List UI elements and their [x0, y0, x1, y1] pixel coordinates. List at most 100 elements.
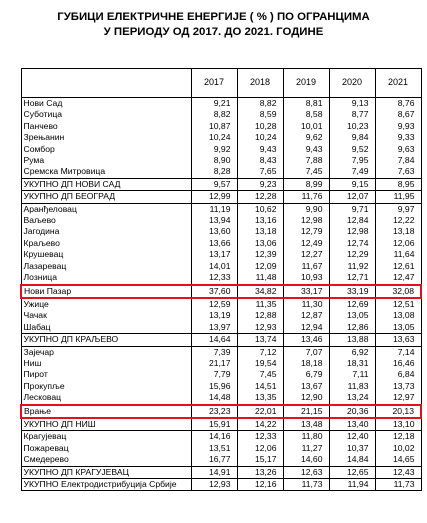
- loss-value-cell: 12,74: [328, 237, 376, 250]
- loss-value-cell: 9,62: [282, 132, 330, 144]
- table-row: Ужице 12,59 11,35 11,30 12,69 12,51: [20, 297, 422, 311]
- loss-value-cell: 12,84: [328, 215, 376, 227]
- loss-value-cell: 7,79: [190, 369, 238, 381]
- loss-value-cell: 20,36: [328, 403, 376, 419]
- loss-value-cell: 13,94: [190, 215, 238, 227]
- loss-value-cell: 12,98: [282, 215, 330, 227]
- table-row: Сремска Митровица 8,28 7,65 7,45 7,49 7,63: [20, 166, 422, 179]
- loss-value-cell: 12,33: [190, 272, 238, 285]
- loss-value-cell: 10,62: [236, 203, 284, 216]
- loss-value-cell: 11,73: [374, 477, 422, 492]
- branch-name-cell: УКУПНО ДП НОВИ САД: [20, 177, 192, 192]
- loss-value-cell: 12,79: [282, 226, 330, 238]
- loss-value-cell: 10,24: [236, 132, 284, 144]
- table-highlighted-row: Нови Пазар 37,60 34,82 33,17 33,19 32,08: [20, 283, 422, 299]
- loss-value-cell: 11,94: [328, 477, 376, 492]
- branch-name-cell: Смедерево: [20, 454, 192, 467]
- loss-value-cell: 8,77: [328, 109, 376, 121]
- table-row: Зрењанин 10,24 10,24 9,62 9,84 9,33: [20, 132, 422, 144]
- table-row: Шабац 13,97 12,93 12,94 12,86 13,05: [20, 321, 422, 334]
- loss-value-cell: 13,18: [236, 226, 284, 238]
- table-row: Прокупље 15,96 14,51 13,67 11,83 13,73: [20, 380, 422, 393]
- branch-name-cell: УКУПНО Електродистрибуција Србије: [20, 477, 192, 492]
- loss-value-cell: 7,49: [328, 166, 376, 179]
- branch-name-cell: Шабац: [20, 321, 192, 334]
- loss-value-cell: 9,57: [190, 177, 238, 192]
- table-row: Лазаревац 14,01 12,09 11,67 11,92 12,61: [20, 260, 422, 273]
- header-year-cell: 2021: [374, 68, 422, 98]
- loss-value-cell: 8,95: [374, 177, 422, 192]
- loss-value-cell: 8,81: [282, 97, 330, 110]
- loss-value-cell: 33,19: [328, 283, 376, 299]
- loss-value-cell: 12,28: [236, 190, 284, 204]
- loss-value-cell: 12,09: [236, 260, 284, 273]
- loss-value-cell: 14,48: [190, 392, 238, 405]
- loss-value-cell: 11,92: [328, 260, 376, 273]
- branch-name-cell: Крушевац: [20, 249, 192, 261]
- loss-value-cell: 13,97: [190, 321, 238, 334]
- loss-value-cell: 9,33: [374, 132, 422, 144]
- table-header-row: 2017 2018 2019 2020 2021: [20, 68, 422, 98]
- loss-value-cell: 13,24: [328, 392, 376, 405]
- loss-value-cell: 13,40: [328, 417, 376, 432]
- loss-value-cell: 16,77: [190, 454, 238, 467]
- loss-value-cell: 34,82: [236, 283, 284, 299]
- loss-value-cell: 11,35: [236, 297, 284, 311]
- loss-value-cell: 7,65: [236, 166, 284, 179]
- loss-value-cell: 33,17: [282, 283, 330, 299]
- loss-value-cell: 9,21: [190, 97, 238, 110]
- loss-value-cell: 21,15: [282, 403, 330, 419]
- loss-value-cell: 9,90: [282, 203, 330, 216]
- loss-value-cell: 12,61: [374, 260, 422, 273]
- loss-value-cell: 9,92: [190, 143, 238, 156]
- loss-value-cell: 12,43: [374, 465, 422, 480]
- header-year-cell: 2019: [282, 68, 330, 98]
- branch-name-cell: Сомбор: [20, 143, 192, 156]
- loss-value-cell: 7,45: [282, 166, 330, 179]
- table-row: Аранђеловац 11,19 10,62 9,90 9,71 9,97: [20, 203, 422, 216]
- loss-value-cell: 11,67: [282, 260, 330, 273]
- loss-value-cell: 6,84: [374, 369, 422, 381]
- loss-value-cell: 13,48: [282, 417, 330, 432]
- loss-value-cell: 12,06: [374, 237, 422, 250]
- table-row: Пирот 7,79 7,45 6,79 7,11 6,84: [20, 369, 422, 381]
- loss-value-cell: 8,67: [374, 109, 422, 121]
- branch-name-cell: Врање: [20, 403, 192, 419]
- title-line-1: ГУБИЦИ ЕЛЕКТРИЧНЕ ЕНЕРГИЈЕ ( % ) ПО ОГРА…: [57, 11, 370, 23]
- loss-value-cell: 14,16: [190, 430, 238, 443]
- loss-value-cell: 9,52: [328, 143, 376, 156]
- branch-name-cell: Аранђеловац: [20, 203, 192, 216]
- loss-value-cell: 13,74: [236, 333, 284, 347]
- loss-value-cell: 15,17: [236, 454, 284, 467]
- branch-name-cell: Лозница: [20, 272, 192, 285]
- loss-value-cell: 8,90: [190, 155, 238, 167]
- loss-value-cell: 9,71: [328, 203, 376, 216]
- loss-value-cell: 14,51: [236, 380, 284, 393]
- branch-name-cell: Ужице: [20, 297, 192, 311]
- loss-value-cell: 14,64: [190, 333, 238, 347]
- loss-value-cell: 12,90: [282, 392, 330, 405]
- branch-name-cell: Зрењанин: [20, 132, 192, 144]
- loss-value-cell: 8,82: [190, 109, 238, 121]
- loss-value-cell: 18,18: [282, 357, 330, 370]
- loss-value-cell: 12,93: [236, 321, 284, 334]
- branch-name-cell: УКУПНО ДП КРАГУЈЕВАЦ: [20, 465, 192, 480]
- loss-value-cell: 8,58: [282, 109, 330, 121]
- loss-value-cell: 14,22: [236, 417, 284, 432]
- loss-value-cell: 6,92: [328, 346, 376, 358]
- table-total-row: УКУПНО ДП НОВИ САД 9,57 9,23 8,99 9,15 8,95: [20, 177, 422, 192]
- loss-value-cell: 14,01: [190, 260, 238, 273]
- loss-value-cell: 8,43: [236, 155, 284, 167]
- loss-value-cell: 12,51: [374, 297, 422, 311]
- branch-name-cell: Нови Сад: [20, 97, 192, 110]
- table-total-row: УКУПНО ДП БЕОГРАД 12,99 12,28 11,76 12,07 11,…: [20, 190, 422, 204]
- loss-value-cell: 23,23: [190, 403, 238, 419]
- loss-value-cell: 12,40: [328, 430, 376, 443]
- losses-table: 2017 2018 2019 2020 2021 Нови Сад 9,21 8,8…: [20, 68, 422, 492]
- loss-value-cell: 10,01: [282, 120, 330, 133]
- loss-value-cell: 12,65: [328, 465, 376, 480]
- table-highlighted-row: Врање 23,23 22,01 21,15 20,36 20,13: [20, 403, 422, 419]
- loss-value-cell: 13,67: [282, 380, 330, 393]
- loss-value-cell: 7,88: [282, 155, 330, 167]
- branch-name-cell: Ниш: [20, 357, 192, 370]
